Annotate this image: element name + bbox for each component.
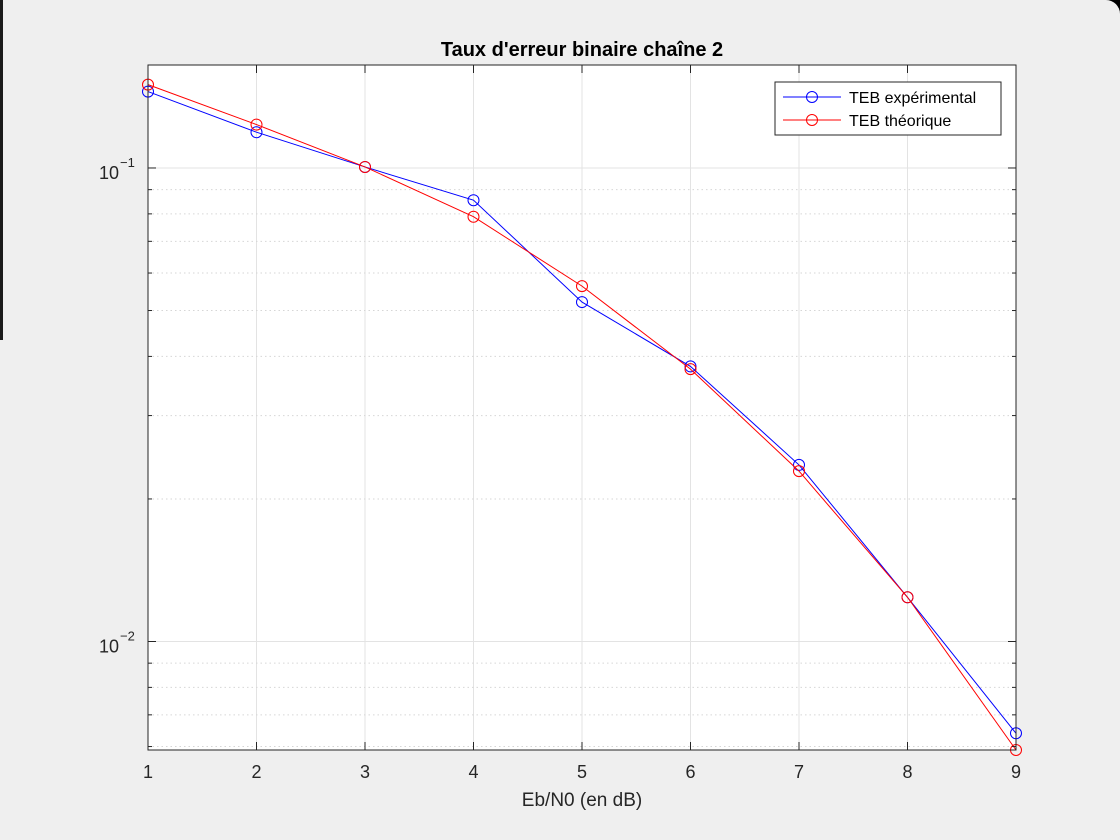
series-line	[147, 84, 1017, 751]
data-point	[250, 126, 263, 139]
y-tick-label-base: 10	[99, 163, 119, 183]
legend-entry: TEB expérimental	[783, 90, 976, 107]
y-tick-label: 10−2	[99, 628, 135, 656]
data-point	[793, 458, 805, 471]
x-tick-label: 1	[143, 762, 153, 782]
grid-layer	[147, 65, 1017, 750]
legend-marker	[806, 114, 818, 126]
legend-label: TEB théorique	[849, 113, 951, 130]
legend-entry: TEB théorique	[783, 113, 951, 130]
legend-box	[774, 81, 1002, 136]
chart-title: Taux d'erreur binaire chaîne 2	[441, 39, 723, 61]
y-tick-labels: 10−110−2	[99, 155, 135, 657]
y-tick-label: 10−1	[99, 155, 135, 183]
x-tick-label: 4	[468, 762, 478, 782]
tick-layer	[147, 65, 1017, 750]
y-tick-label-base: 10	[99, 636, 119, 656]
legend-marker	[806, 91, 818, 103]
data-point	[467, 210, 480, 223]
x-tick-label: 7	[794, 762, 804, 782]
x-tick-labels: 1 2 3 4 5 6 7 8 9	[143, 762, 1021, 782]
data-point	[901, 591, 914, 604]
x-tick-label: 9	[1011, 762, 1021, 782]
data-point	[359, 160, 371, 173]
x-tick-label: 3	[360, 762, 370, 782]
data-point	[684, 360, 697, 373]
data-point	[793, 465, 805, 478]
legend[interactable]: TEB expérimental TEB théorique	[774, 81, 1002, 136]
data-point	[576, 280, 588, 293]
x-tick-label: 2	[251, 762, 261, 782]
x-tick-label: 5	[577, 762, 587, 782]
x-axis-label: Eb/N0 (en dB)	[522, 790, 642, 811]
data-point	[684, 363, 697, 376]
data-point	[250, 118, 263, 131]
series-layer	[142, 78, 1022, 756]
data-point	[467, 194, 480, 207]
window-edge	[0, 0, 3, 340]
series-line	[147, 91, 1017, 734]
x-tick-label: 8	[902, 762, 912, 782]
data-point	[576, 296, 588, 309]
y-tick-label-exponent: −2	[120, 628, 135, 643]
legend-label: TEB expérimental	[849, 90, 976, 107]
y-tick-label-exponent: −1	[120, 155, 135, 170]
legend-entries: TEB expérimental TEB théorique	[783, 90, 976, 130]
x-tick-label: 6	[685, 762, 695, 782]
